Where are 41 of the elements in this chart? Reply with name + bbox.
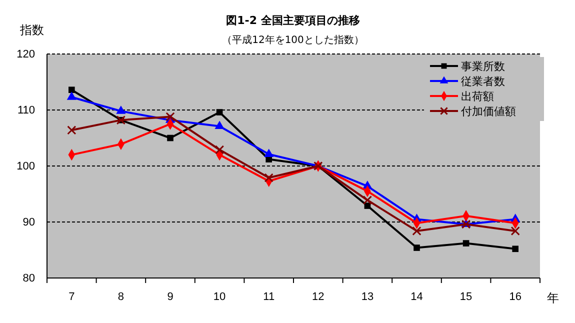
x-tick-label: 15 — [460, 290, 472, 303]
x-axis-title: 年 — [547, 291, 559, 305]
point — [67, 126, 76, 135]
y-tick-label: 90 — [22, 216, 35, 229]
point — [214, 145, 224, 154]
point — [510, 226, 520, 236]
y-tick-label: 110 — [17, 104, 35, 117]
y-tick-label: 100 — [16, 160, 35, 173]
point — [216, 109, 223, 116]
point — [364, 202, 371, 209]
legend-label: 付加価値額 — [461, 105, 516, 118]
x-tick-label: 8 — [118, 290, 124, 303]
chart-subtitle: （平成12年を100とした指数） — [222, 34, 364, 46]
y-tick-label: 80 — [22, 272, 35, 285]
x-tick-label: 13 — [361, 290, 374, 303]
point — [512, 246, 519, 252]
y-axis-title: 指数 — [19, 23, 44, 37]
point — [68, 86, 75, 94]
point — [66, 92, 76, 100]
legend-label: 従業者数 — [461, 75, 505, 88]
point — [462, 240, 470, 246]
legend-label: 出荷額 — [461, 90, 494, 103]
point — [264, 148, 274, 158]
point — [214, 120, 224, 130]
point — [362, 196, 372, 205]
point — [264, 173, 274, 182]
point — [412, 226, 422, 236]
point — [414, 244, 420, 251]
legend-label: 事業所数 — [461, 60, 505, 73]
x-tick-label: 7 — [68, 290, 75, 303]
x-tick-label: 9 — [167, 290, 174, 303]
x-tick-label: 11 — [263, 290, 275, 303]
point — [166, 112, 175, 122]
point — [167, 134, 174, 142]
x-tick-label: 12 — [312, 290, 324, 303]
x-tick-label: 16 — [509, 290, 522, 303]
chart-title: 図1-2 全国主要項目の推移 — [226, 14, 360, 27]
y-tick-label: 120 — [16, 48, 35, 61]
x-tick-label: 10 — [213, 290, 226, 303]
x-tick-label: 14 — [410, 290, 423, 303]
point — [116, 106, 126, 114]
